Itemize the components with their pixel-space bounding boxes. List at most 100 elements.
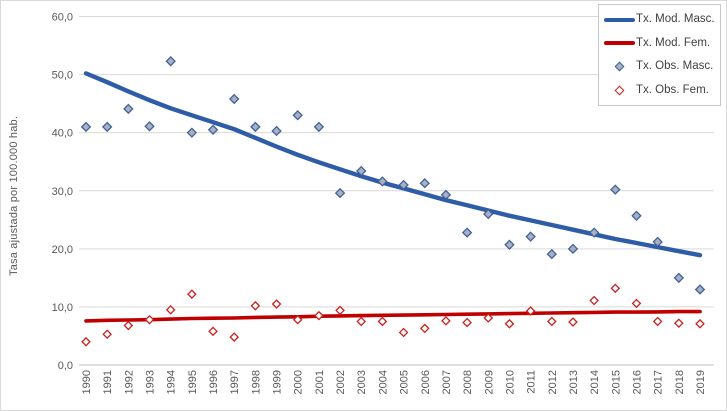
data-point-diamond-icon xyxy=(356,316,367,327)
x-tick-label: 2004 xyxy=(377,370,389,394)
x-tick-label: 1992 xyxy=(123,370,135,394)
data-point-diamond-icon xyxy=(461,227,473,238)
data-point-diamond-icon xyxy=(313,121,325,133)
gridlines xyxy=(79,16,714,366)
data-point-diamond-icon xyxy=(186,127,198,138)
data-point-diamond-icon xyxy=(165,305,176,315)
x-tick-label: 2009 xyxy=(483,370,495,394)
y-tick-label: 50,0 xyxy=(52,70,73,82)
data-point-diamond-icon xyxy=(144,121,155,132)
blue-line-swatch-icon xyxy=(603,17,636,22)
x-tick-label: 2005 xyxy=(399,370,411,394)
data-point-diamond-icon xyxy=(695,318,705,329)
data-point-diamond-icon xyxy=(144,314,155,325)
data-point-diamond-icon xyxy=(419,323,430,334)
legend-label: Tx. Mod. Masc. xyxy=(636,13,715,25)
x-tick-label: 1997 xyxy=(229,370,241,394)
legend: Tx. Mod. Masc. Tx. Mod. Fem. Tx. Obs. Ma… xyxy=(598,4,721,106)
y-tick-label: 60,0 xyxy=(52,12,73,24)
x-tick-label: 2019 xyxy=(695,370,707,394)
x-tick-label: 2008 xyxy=(462,370,474,394)
x-tick-label: 2007 xyxy=(441,370,453,394)
x-tick-label: 1990 xyxy=(81,370,93,394)
data-point-diamond-icon xyxy=(165,56,176,67)
x-tick-label: 2003 xyxy=(356,370,368,394)
series-tx-obs-masc- xyxy=(80,56,706,295)
x-tick-label: 1993 xyxy=(145,370,157,394)
data-point-diamond-icon xyxy=(292,110,303,121)
data-point-diamond-icon xyxy=(631,298,642,309)
model-line-tx-mod-fem- xyxy=(84,309,702,323)
data-point-diamond-icon xyxy=(589,295,599,306)
data-point-diamond-icon xyxy=(250,121,261,133)
red-diamond-marker-icon xyxy=(603,85,636,96)
x-tick-label: 1998 xyxy=(250,370,262,394)
data-point-diamond-icon xyxy=(81,336,91,347)
x-tick-label: 2015 xyxy=(610,370,622,394)
data-point-diamond-icon xyxy=(673,272,685,284)
data-point-diamond-icon xyxy=(377,176,388,187)
y-tick-label: 10,0 xyxy=(52,302,73,314)
data-point-diamond-icon xyxy=(546,248,558,260)
legend-item-tx-obs-masc: Tx. Obs. Masc. xyxy=(603,56,718,78)
legend-item-tx-mod-fem: Tx. Mod. Fem. xyxy=(603,32,718,54)
data-point-diamond-icon xyxy=(334,187,346,199)
x-tick-label: 2012 xyxy=(547,370,559,394)
x-tick-label: 2014 xyxy=(589,370,601,394)
data-point-diamond-icon xyxy=(335,305,345,316)
y-tick-label: 30,0 xyxy=(52,186,73,198)
data-point-diamond-icon xyxy=(483,208,494,220)
data-point-diamond-icon xyxy=(377,316,388,327)
data-point-diamond-icon xyxy=(271,299,282,309)
data-point-diamond-icon xyxy=(504,318,515,329)
data-point-diamond-icon xyxy=(314,310,324,321)
blue-diamond-marker-icon xyxy=(603,61,636,72)
data-point-diamond-icon xyxy=(568,317,578,327)
data-point-diamond-icon xyxy=(462,317,472,328)
x-tick-label: 1995 xyxy=(187,370,199,394)
data-point-diamond-icon xyxy=(674,318,684,329)
data-point-diamond-icon xyxy=(250,300,261,311)
x-axis-tick-labels: 1990 1991 1992 1993 1994 1995 1996 1997 1998 1999… xyxy=(81,370,707,394)
x-tick-label: 2001 xyxy=(314,370,326,394)
x-tick-label: 2006 xyxy=(420,370,432,394)
data-point-diamond-icon xyxy=(631,210,642,221)
data-point-diamond-icon xyxy=(483,313,494,323)
y-tick-label: 40,0 xyxy=(52,128,73,140)
data-point-diamond-icon xyxy=(208,326,218,337)
data-point-diamond-icon xyxy=(398,327,409,338)
data-point-diamond-icon xyxy=(419,177,430,189)
data-point-diamond-icon xyxy=(101,121,113,133)
data-point-diamond-icon xyxy=(398,179,409,191)
y-tick-label: 20,0 xyxy=(52,244,73,256)
data-point-diamond-icon xyxy=(504,239,515,250)
data-point-diamond-icon xyxy=(207,124,219,135)
data-point-diamond-icon xyxy=(652,316,663,327)
legend-label: Tx. Mod. Fem. xyxy=(636,36,711,49)
data-point-diamond-icon xyxy=(123,320,134,331)
x-tick-label: 1996 xyxy=(208,370,220,394)
data-point-diamond-icon xyxy=(228,93,240,105)
legend-item-tx-mod-masc: Tx. Mod. Masc. xyxy=(603,9,718,31)
y-tick-label: 0,0 xyxy=(58,360,73,372)
x-tick-label: 1994 xyxy=(166,370,178,394)
x-tick-label: 1991 xyxy=(102,370,114,394)
x-tick-label: 1999 xyxy=(272,370,284,394)
y-axis-title: Tasa ajustada por 100.000 hab. xyxy=(8,115,20,277)
legend-label: Tx. Obs. Fem. xyxy=(636,83,709,96)
series-tx-obs-fem- xyxy=(81,283,705,347)
x-tick-label: 2013 xyxy=(568,370,580,394)
data-point-diamond-icon xyxy=(610,283,621,294)
data-point-diamond-icon xyxy=(567,243,579,255)
data-point-diamond-icon xyxy=(525,231,536,242)
data-point-diamond-icon xyxy=(102,329,112,340)
data-point-diamond-icon xyxy=(610,184,621,195)
x-tick-label: 2016 xyxy=(631,370,643,394)
data-point-diamond-icon xyxy=(356,165,367,177)
model-line-tx-mod-masc- xyxy=(83,71,703,258)
red-line-swatch-icon xyxy=(603,41,636,46)
y-axis-tick-labels: 0,0 10,0 20,0 30,0 40,0 50,0 60,0 xyxy=(52,12,73,372)
x-tick-label: 2010 xyxy=(504,370,516,394)
